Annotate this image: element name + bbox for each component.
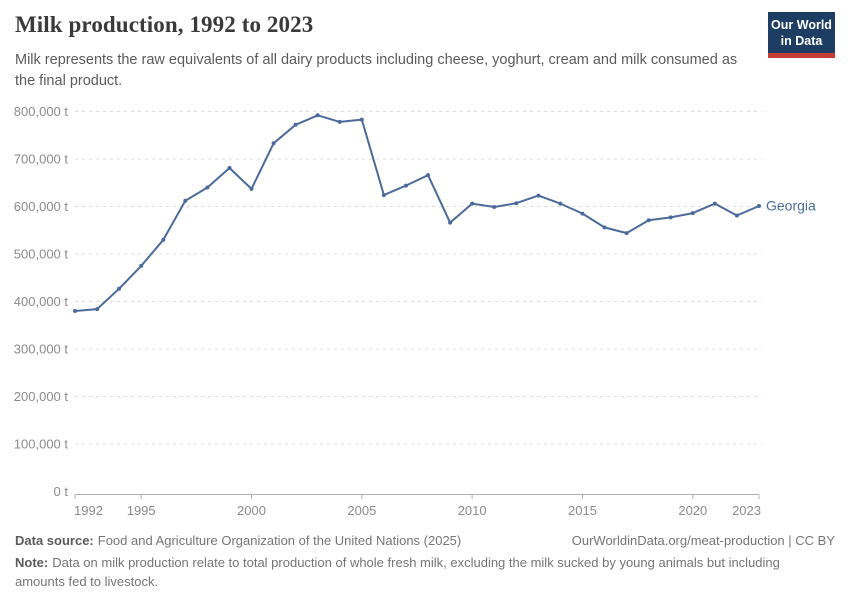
data-point[interactable] (668, 215, 673, 220)
data-point[interactable] (73, 309, 77, 313)
data-point[interactable] (712, 201, 717, 206)
y-axis-label: 100,000 t (14, 437, 69, 452)
data-point[interactable] (646, 218, 651, 223)
data-point[interactable] (117, 286, 122, 291)
data-point[interactable] (492, 205, 497, 209)
data-point[interactable] (139, 263, 144, 268)
data-source-label: Data source: (15, 533, 94, 548)
y-axis-label: 300,000 t (14, 342, 69, 357)
note-label: Note: (15, 555, 49, 570)
y-axis-label: 200,000 t (14, 389, 69, 404)
data-point[interactable] (470, 201, 475, 206)
data-point[interactable] (227, 166, 232, 170)
y-axis-label: 600,000 t (14, 199, 69, 214)
chart-subtitle: Milk represents the raw equivalents of a… (15, 52, 738, 89)
chart-footer: Data source: Food and Agriculture Organiz… (15, 533, 835, 591)
data-point[interactable] (580, 211, 585, 216)
y-axis-label: 700,000 t (14, 152, 69, 167)
footer-link[interactable]: OurWorldinData.org/meat-production | CC … (571, 533, 835, 548)
data-source-text: Food and Agriculture Organization of the… (97, 533, 462, 548)
y-axis-label: 400,000 t (14, 294, 69, 309)
data-point[interactable] (381, 193, 386, 198)
data-point[interactable] (337, 119, 342, 124)
chart-title: Milk production, 1992 to 2023 (15, 12, 314, 37)
owid-logo-line2: in Data (780, 34, 823, 48)
data-point[interactable] (293, 122, 298, 127)
data-point[interactable] (161, 237, 166, 242)
x-axis-label: 2015 (568, 503, 597, 518)
data-point[interactable] (359, 117, 364, 122)
x-axis-label: 1992 (74, 503, 103, 518)
x-axis-label: 2000 (237, 503, 266, 518)
data-point[interactable] (514, 201, 519, 206)
data-point[interactable] (624, 231, 629, 236)
note-text: Data on milk production relate to total … (15, 555, 780, 589)
data-point[interactable] (757, 204, 761, 208)
data-source: Data source: Food and Agriculture Organiz… (15, 533, 461, 548)
data-point[interactable] (734, 213, 739, 218)
data-point[interactable] (315, 113, 320, 118)
owid-logo[interactable]: Our World in Data (768, 12, 835, 58)
data-point[interactable] (205, 185, 210, 190)
y-axis-label: 800,000 t (14, 104, 69, 119)
x-axis-label: 2023 (732, 503, 761, 518)
y-axis-label: 500,000 t (14, 247, 69, 262)
data-point[interactable] (271, 141, 276, 146)
x-axis-label: 2020 (678, 503, 707, 518)
data-point[interactable] (249, 186, 254, 191)
x-axis-label: 2005 (347, 503, 376, 518)
x-axis-label: 2010 (458, 503, 487, 518)
x-axis-label: 1995 (127, 503, 156, 518)
data-point[interactable] (95, 307, 100, 312)
data-point[interactable] (558, 201, 563, 206)
data-point[interactable] (690, 211, 695, 216)
y-axis-label: 0 t (54, 484, 69, 499)
entity-label-georgia[interactable]: Georgia (766, 198, 816, 214)
data-point[interactable] (183, 198, 188, 203)
chart-note: Note: Data on milk production relate to t… (15, 553, 805, 591)
data-point[interactable] (536, 193, 541, 198)
data-point[interactable] (426, 173, 430, 178)
data-line-georgia[interactable] (74, 114, 760, 312)
data-point[interactable] (404, 183, 408, 188)
data-point[interactable] (448, 220, 453, 225)
data-point[interactable] (602, 225, 607, 230)
owid-logo-line1: Our World (771, 18, 832, 32)
